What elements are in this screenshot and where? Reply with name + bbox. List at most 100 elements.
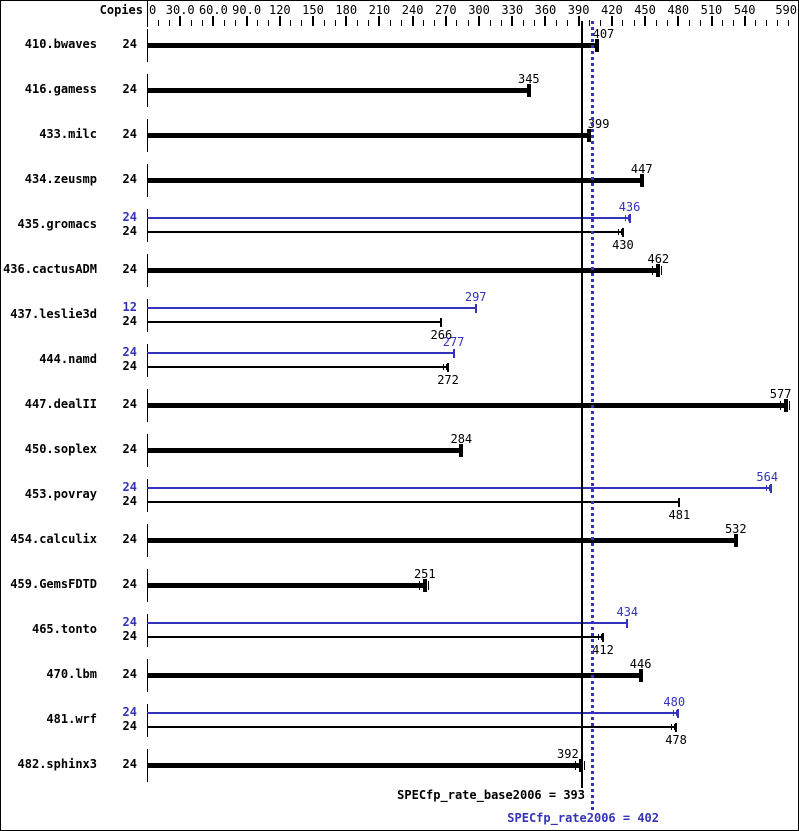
axis-major-tick xyxy=(278,16,281,26)
run-spread-mark xyxy=(652,266,654,275)
benchmark-label: 470.lbm xyxy=(46,667,97,681)
axis-tick-label: 270 xyxy=(434,3,457,17)
axis-minor-tick xyxy=(367,20,369,26)
run-spread-mark xyxy=(766,485,768,491)
benchmark-label: 444.namd xyxy=(39,352,97,366)
bar-value-label: 284 xyxy=(450,432,473,446)
axis-tick-label: 120 xyxy=(268,3,291,17)
benchmark-label: 465.tonto xyxy=(31,622,97,636)
row-baseline xyxy=(147,209,148,242)
bar-end-cap xyxy=(639,174,644,187)
bar-peak xyxy=(147,217,630,219)
copies-value: 12 xyxy=(122,300,137,314)
axis-tick-label: 60.0 xyxy=(198,3,228,17)
run-spread-mark xyxy=(583,761,585,770)
run-spread-mark xyxy=(443,364,445,370)
bar-value-label: 251 xyxy=(413,567,436,581)
bar-end-cap xyxy=(626,619,629,628)
bar-peak xyxy=(147,487,772,489)
copies-value: 24 xyxy=(122,127,137,141)
bar-end-cap xyxy=(628,214,631,223)
benchmark-label: 453.povray xyxy=(24,487,97,501)
bar-value-label: 407 xyxy=(592,27,615,41)
bar-value-label: 447 xyxy=(630,162,653,176)
axis-major-tick xyxy=(411,16,414,26)
axis-major-tick xyxy=(179,16,182,26)
copies-value: 24 xyxy=(122,359,137,373)
axis-tick-label: 0 xyxy=(149,3,157,17)
row-baseline xyxy=(147,704,148,737)
bar-end-cap xyxy=(452,349,455,358)
copies-value: 24 xyxy=(122,615,137,629)
bar-end-cap xyxy=(733,534,738,547)
run-spread-mark xyxy=(624,215,626,221)
axis-tick-label: 390 xyxy=(567,3,590,17)
axis-tick-label: 480 xyxy=(667,3,690,17)
run-spread-mark xyxy=(671,724,673,730)
axis-minor-tick xyxy=(423,20,425,26)
axis-minor-tick xyxy=(500,20,502,26)
bar-end-cap xyxy=(783,399,788,412)
bar-base xyxy=(147,763,581,768)
axis-tick-label: 150 xyxy=(302,3,324,17)
axis-tick-label: 330 xyxy=(501,3,524,17)
benchmark-label: 435.gromacs xyxy=(17,217,97,231)
row-baseline xyxy=(147,479,148,512)
axis-major-tick xyxy=(710,16,713,26)
axis-major-tick xyxy=(312,16,314,26)
copies-value: 24 xyxy=(122,37,137,51)
axis-tick-label: 590 xyxy=(775,3,797,17)
run-spread-mark xyxy=(446,364,448,370)
run-spread-mark xyxy=(620,229,622,235)
axis-minor-tick xyxy=(323,20,325,26)
axis-minor-tick xyxy=(722,20,723,26)
benchmark-label: 410.bwaves xyxy=(24,37,97,51)
copies-value: 24 xyxy=(122,667,137,681)
run-spread-mark xyxy=(788,401,790,410)
axis-major-tick xyxy=(511,16,514,26)
copies-value: 24 xyxy=(122,172,137,186)
axis-major-tick xyxy=(743,16,746,26)
axis-minor-tick xyxy=(533,20,535,26)
copies-value: 24 xyxy=(122,532,137,546)
axis-minor-tick xyxy=(268,20,270,26)
bar-end-cap xyxy=(675,723,678,732)
bar-end-cap xyxy=(526,84,531,97)
axis-tick-label: 300 xyxy=(468,3,490,17)
axis-minor-tick xyxy=(301,20,303,26)
copies-value: 24 xyxy=(122,345,137,359)
benchmark-label: 433.milc xyxy=(39,127,97,141)
bar-value-label: 577 xyxy=(769,387,792,401)
axis-major-tick xyxy=(444,16,447,26)
axis-minor-tick xyxy=(522,20,524,26)
axis-major-tick xyxy=(644,16,647,26)
bar-end-cap xyxy=(677,709,680,718)
run-spread-mark xyxy=(597,634,599,640)
bar-end-cap xyxy=(586,129,591,142)
copies-value: 24 xyxy=(122,480,137,494)
run-spread-mark xyxy=(779,401,781,410)
bar-base xyxy=(147,448,462,453)
copies-value: 24 xyxy=(122,577,137,591)
benchmark-label: 437.leslie3d xyxy=(10,307,97,321)
run-spread-mark xyxy=(627,215,629,221)
axis-minor-tick xyxy=(434,20,436,26)
benchmark-label: 436.cactusADM xyxy=(3,262,97,276)
bar-end-cap xyxy=(770,484,773,493)
run-spread-mark xyxy=(418,581,420,590)
bar-base xyxy=(147,133,589,138)
bar-value-label: 399 xyxy=(587,117,610,131)
bar-base xyxy=(147,501,680,503)
copies-value: 24 xyxy=(122,705,137,719)
axis-minor-tick xyxy=(190,20,192,26)
axis-minor-tick xyxy=(334,20,336,26)
copies-value: 24 xyxy=(122,719,137,733)
axis-minor-tick xyxy=(688,20,690,26)
copies-value: 24 xyxy=(122,757,137,771)
benchmark-label: 416.gamess xyxy=(24,82,97,96)
bar-base xyxy=(147,726,677,728)
axis-minor-tick xyxy=(467,20,469,26)
benchmark-label: 447.dealII xyxy=(24,397,97,411)
axis-minor-tick xyxy=(201,20,203,26)
